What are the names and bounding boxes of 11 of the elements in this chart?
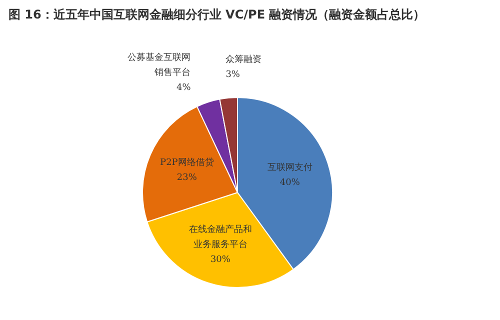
data-label: 40% bbox=[280, 178, 300, 188]
chart-title: 图 16：近五年中国互联网金融细分行业 VC/PE 融资情况（融资金额占总比） bbox=[8, 8, 426, 22]
slice-label: 众筹融资 bbox=[226, 54, 262, 66]
data-label: 3% bbox=[226, 70, 240, 80]
slice-label: 公募基金互联网销售平台 bbox=[128, 52, 191, 78]
data-label: 30% bbox=[210, 254, 231, 265]
slice-label: 在线金融产品和业务服务平台 bbox=[188, 224, 252, 250]
slice-label: 互联网支付 bbox=[267, 162, 312, 173]
data-label: 4% bbox=[176, 83, 192, 94]
slice-label: P2P网络借贷 bbox=[160, 157, 214, 168]
data-label: 23% bbox=[176, 173, 198, 184]
